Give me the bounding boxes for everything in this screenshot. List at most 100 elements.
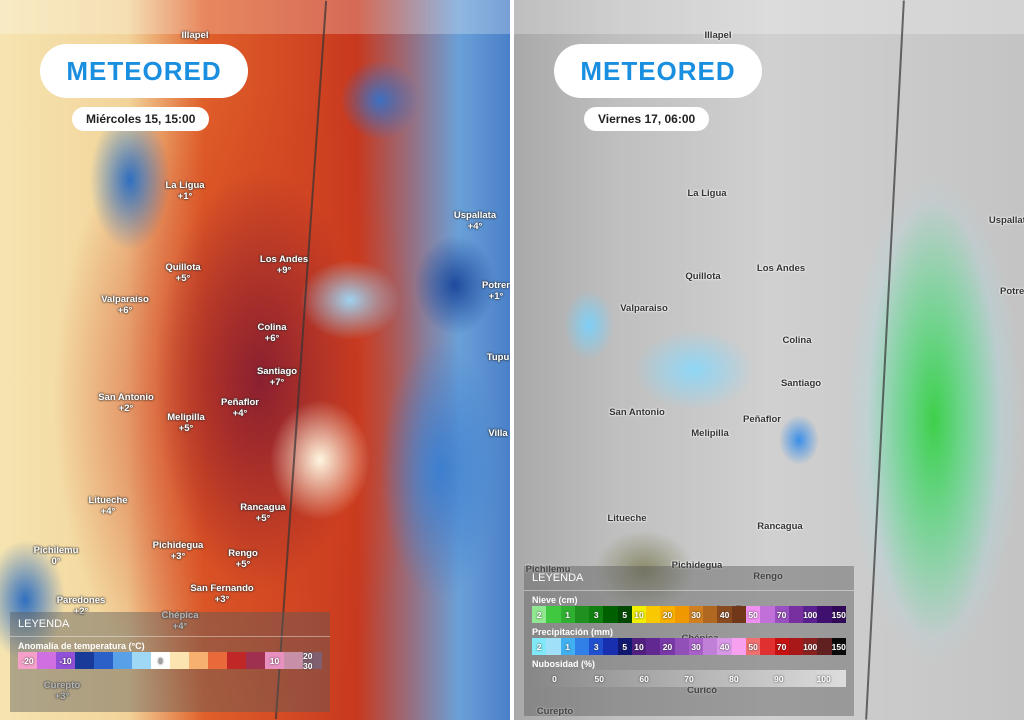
place-value: +1°	[488, 291, 504, 302]
place-name: Curepto	[43, 680, 81, 691]
place-label: Melipilla	[691, 428, 728, 439]
place-label: Quillota +5°	[165, 262, 200, 284]
place-name: Santiago	[780, 378, 822, 389]
scale-swatch	[760, 638, 775, 655]
place-label: Pichilemu 0°	[34, 545, 79, 567]
place-label: Pichilemu	[526, 564, 571, 575]
place-name: Santiago	[256, 366, 298, 377]
scale-swatch: 100	[803, 638, 818, 655]
place-value: +5°	[235, 559, 251, 570]
place-name: Colina	[257, 322, 287, 333]
place-label: Santiago	[781, 378, 821, 389]
place-value: +3°	[214, 594, 230, 605]
place-label: Valparaiso	[620, 303, 668, 314]
scale-title: Anomalía de temperatura (°C)	[18, 641, 145, 651]
place-label: San Antonio +2°	[98, 392, 154, 414]
scale-swatch: 50	[594, 673, 605, 684]
scale-swatch: 60	[639, 673, 649, 684]
scale-swatch	[788, 606, 804, 623]
scale-swatch: 1	[560, 638, 575, 655]
temperature-scale: -20 -10 0 10 20 30	[18, 651, 322, 671]
place-name: Paredones	[56, 595, 106, 606]
scale-swatch	[37, 652, 56, 669]
place-name: Quillota	[685, 271, 721, 282]
place-name: Uspallata	[988, 215, 1024, 226]
place-value: +4°	[232, 408, 248, 419]
place-name: Rengo	[753, 571, 783, 582]
place-name: Litueche	[607, 513, 647, 524]
scale-swatch: 0	[552, 673, 557, 684]
scale-swatch: 80	[729, 673, 739, 684]
place-label: Uspallata +4°	[454, 210, 496, 232]
place-name: Rancagua	[240, 502, 286, 513]
place-label: San Fernando +3°	[190, 583, 253, 605]
place-label: Rancagua +5°	[240, 502, 285, 524]
scale-swatch	[760, 606, 775, 623]
scale-swatch	[674, 606, 689, 623]
scale-swatch	[227, 652, 246, 669]
place-label: Peñaflor +4°	[221, 397, 259, 419]
place-label: Pichidegua	[672, 560, 723, 571]
scale-swatch	[674, 638, 689, 655]
place-label: Los Andes	[757, 263, 805, 274]
place-label: Tupu	[487, 352, 510, 363]
place-name: Peñaflor	[742, 414, 782, 425]
snow-scale: 2 1 3 5 10 20 30 40 50 70 100 150	[532, 606, 846, 623]
scale-swatch: 150	[831, 638, 846, 655]
scale-swatch	[113, 652, 132, 669]
scale-swatch	[817, 638, 832, 655]
scale-swatch: 70	[684, 673, 694, 684]
cloud-scale-title: Nubosidad (%)	[532, 659, 595, 669]
scale-swatch: 20 30	[303, 651, 322, 671]
meteored-logo: METEORED	[554, 44, 762, 98]
scale-swatch	[208, 652, 227, 669]
scale-swatch: -20	[18, 652, 37, 669]
scale-swatch	[703, 638, 718, 655]
place-name: Valparaiso	[620, 303, 668, 314]
scale-swatch	[546, 606, 561, 623]
place-name: Melipilla	[167, 412, 205, 423]
scale-swatch	[246, 652, 265, 669]
legend: LEYENDA Nieve (cm) 2 1 3 5 10 20 30 40 50 70 100 15…	[524, 566, 854, 716]
place-name: Pichidegua	[671, 560, 723, 571]
scale-swatch	[731, 638, 746, 655]
place-value: +4°	[467, 221, 483, 232]
place-label: La Ligua	[687, 188, 726, 199]
place-value: +2°	[73, 606, 89, 617]
scale-swatch	[189, 652, 208, 669]
place-label: Santiago +7°	[257, 366, 297, 388]
place-name: Colina	[782, 335, 812, 346]
place-label: Illapel	[705, 30, 732, 41]
place-value: +3°	[170, 551, 186, 562]
place-name: Curepto	[536, 706, 574, 717]
place-value: +2°	[118, 403, 134, 414]
meteored-logo: METEORED	[40, 44, 248, 98]
scale-swatch: 10	[631, 606, 647, 623]
place-name: Peñaflor	[220, 397, 260, 408]
cloud-scale: 0 50 60 70 80 90 100	[532, 670, 846, 687]
place-label: Rengo +5°	[228, 548, 258, 570]
snow-scale-title: Nieve (cm)	[532, 595, 578, 605]
place-name: San Antonio	[609, 407, 665, 418]
scale-swatch: 70	[774, 606, 789, 623]
place-name: Potrer	[482, 280, 510, 291]
scale-swatch: 100	[816, 673, 831, 684]
scale-swatch: 5	[617, 606, 632, 623]
scale-swatch: 20	[660, 638, 675, 655]
legend-title: LEYENDA	[10, 612, 330, 637]
scale-swatch: 100	[803, 606, 818, 623]
scale-swatch	[94, 652, 113, 669]
place-value: +9°	[276, 265, 292, 276]
top-bar	[514, 0, 1024, 34]
scale-swatch	[546, 638, 561, 655]
scale-swatch: 150	[831, 606, 846, 623]
place-name: Rengo	[228, 548, 258, 559]
place-name: San Fernando	[190, 583, 254, 594]
place-value: +5°	[175, 273, 191, 284]
place-name: La Ligua	[687, 188, 727, 199]
precipitation-snow-map[interactable]: METEORED Viernes 17, 06:00 Illapel La Lig…	[514, 0, 1024, 720]
scale-swatch: 1	[560, 606, 575, 623]
scale-swatch: 50	[745, 638, 761, 655]
temperature-anomaly-map[interactable]: METEORED Miércoles 15, 15:00 Illapel La L…	[0, 0, 510, 720]
place-label: Illapel	[182, 30, 209, 41]
